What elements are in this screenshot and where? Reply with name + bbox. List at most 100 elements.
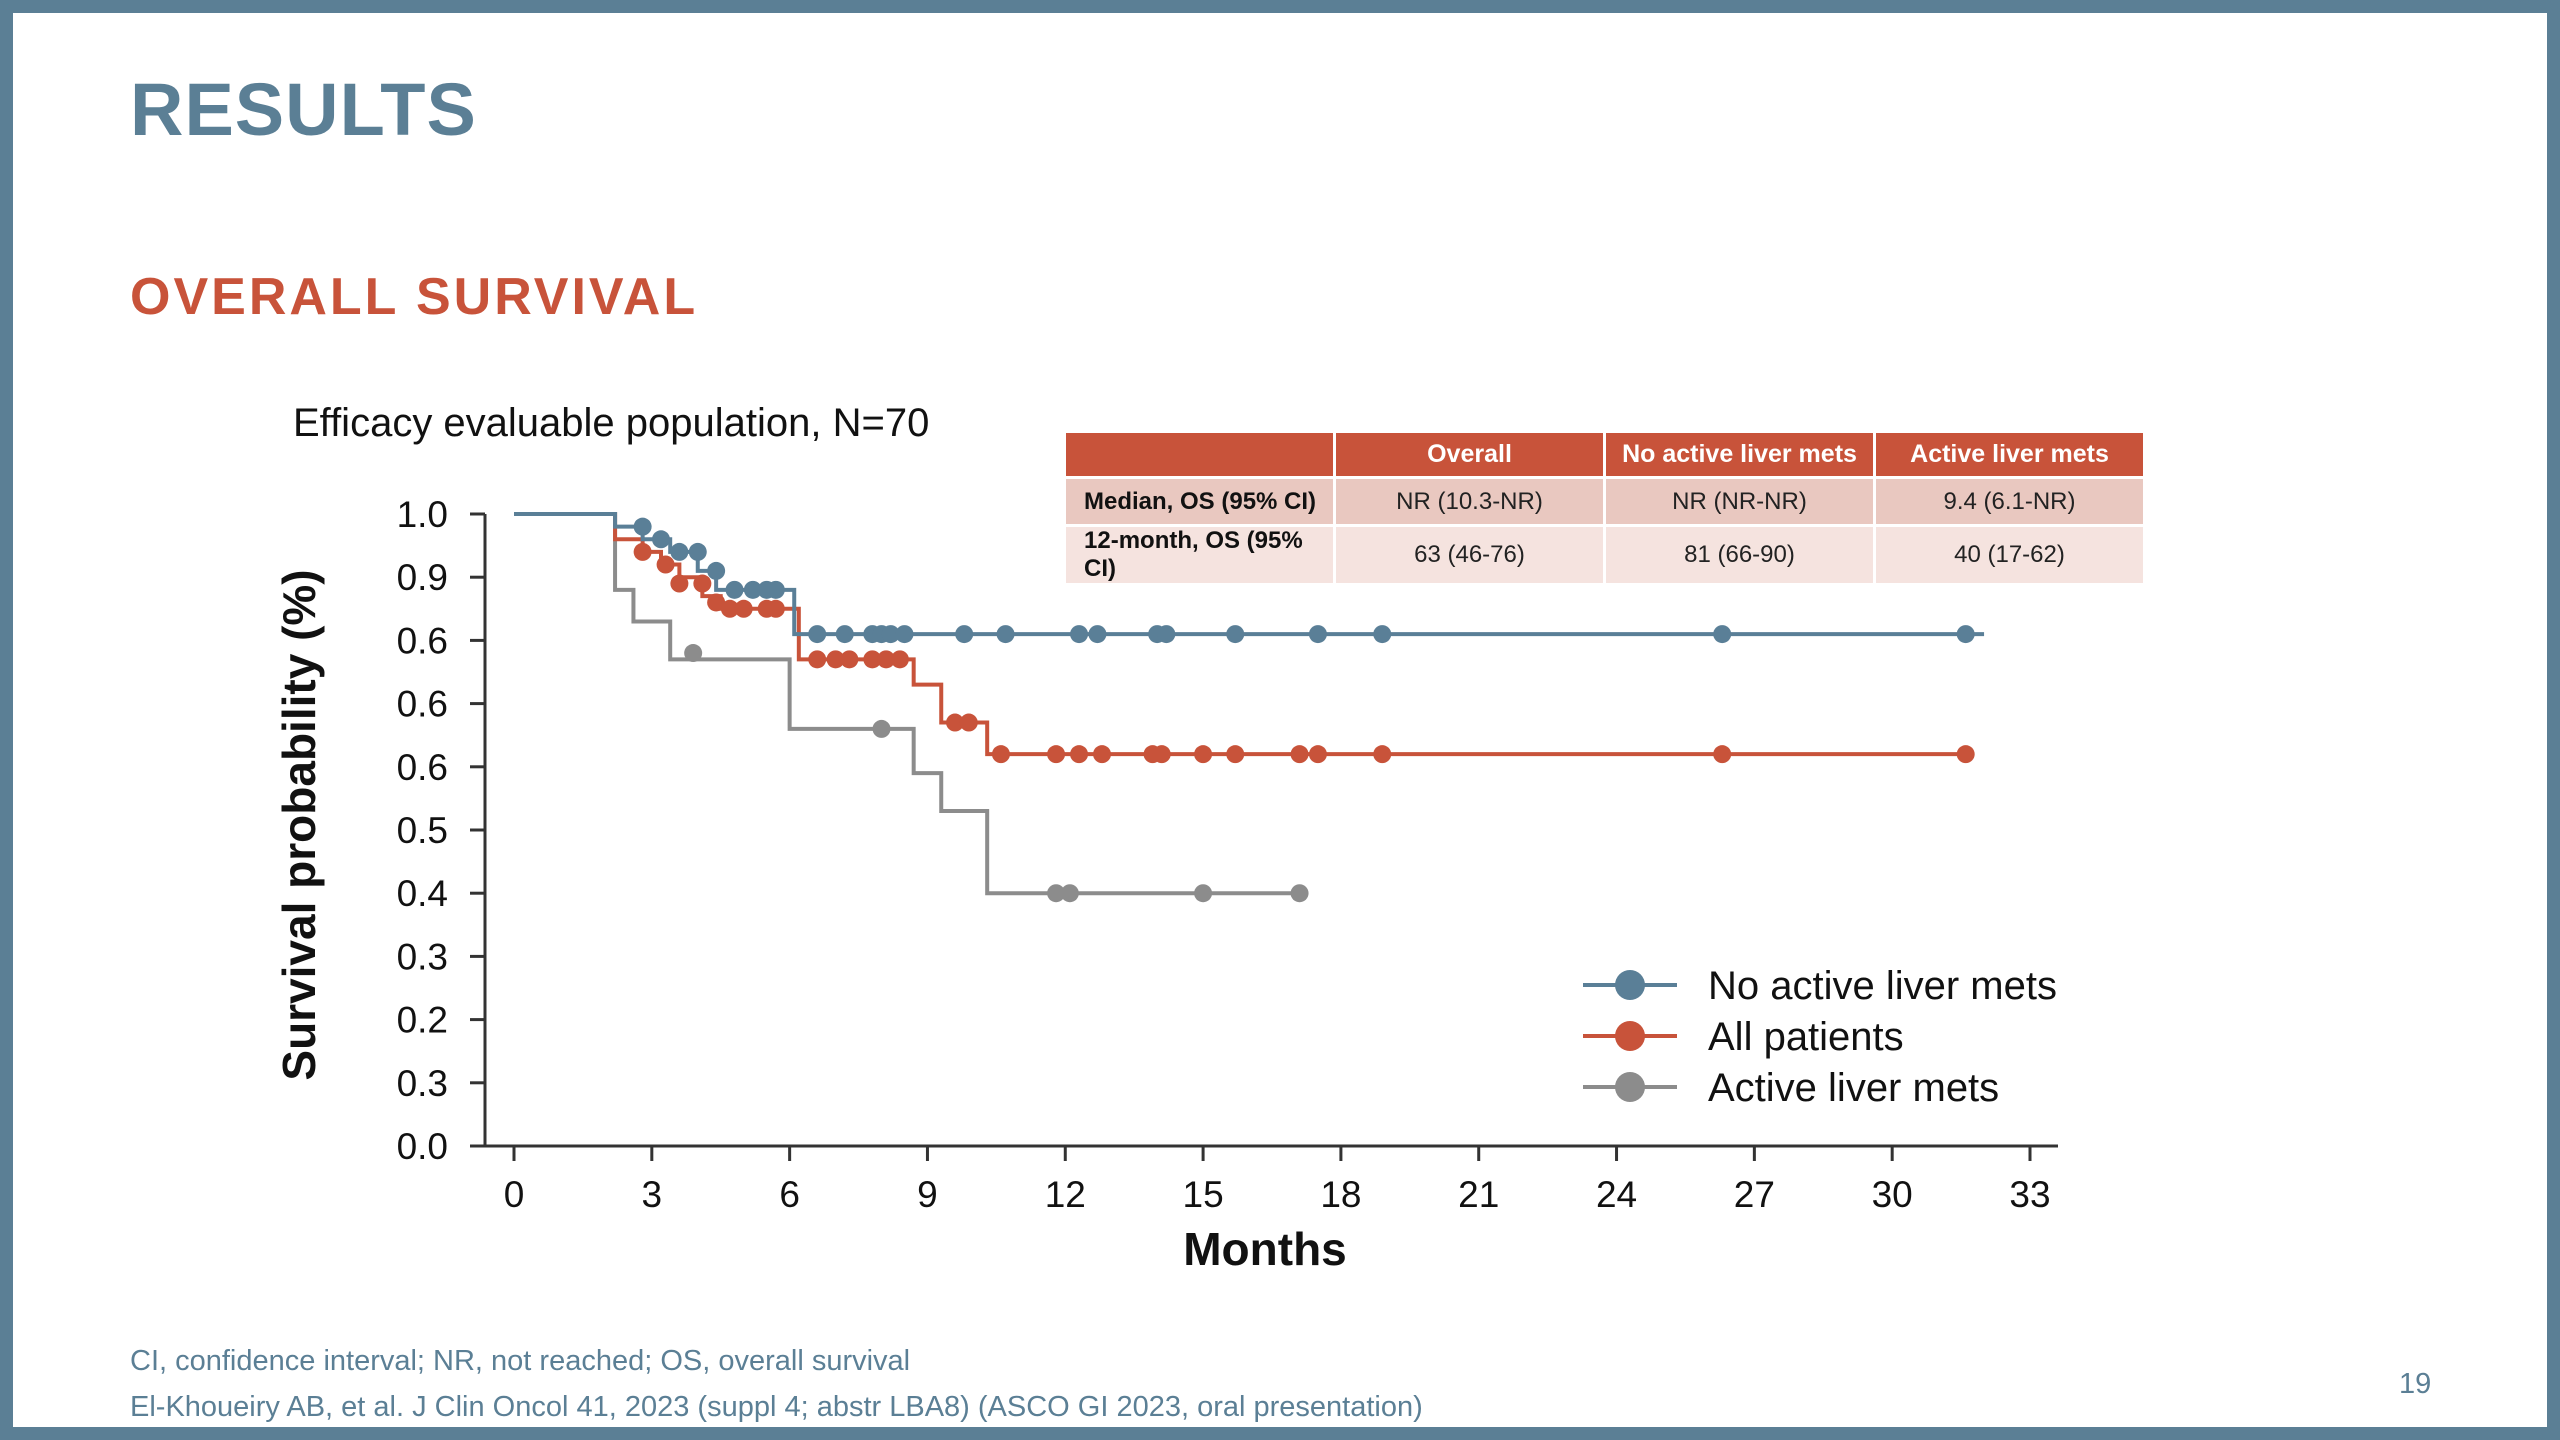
footnote-citation: El-Khoueiry AB, et al. J Clin Oncol 41, … xyxy=(130,1391,1423,1423)
censor-marker xyxy=(1047,884,1066,903)
y-tick-label: 0.0 xyxy=(397,1126,448,1167)
censor-marker xyxy=(808,650,827,669)
censor-marker xyxy=(1088,625,1107,644)
x-tick-label: 6 xyxy=(779,1174,800,1215)
censor-marker xyxy=(959,713,978,732)
x-tick-label: 0 xyxy=(504,1174,525,1215)
censor-marker xyxy=(826,650,845,669)
censor-marker xyxy=(766,599,785,618)
censor-marker xyxy=(872,719,891,738)
table-cell: 40 (17-62) xyxy=(1874,524,2146,583)
censor-marker xyxy=(991,745,1010,764)
censor-marker xyxy=(670,574,689,593)
table-header-cell xyxy=(1066,433,1336,478)
censor-marker xyxy=(707,561,726,580)
censor-marker xyxy=(633,517,652,536)
censor-marker xyxy=(656,555,675,574)
censor-marker xyxy=(1070,625,1089,644)
censor-marker xyxy=(725,580,744,599)
censor-marker xyxy=(1093,745,1112,764)
x-axis-label: Months xyxy=(1183,1223,1347,1275)
censor-marker xyxy=(881,625,900,644)
censor-marker xyxy=(684,644,703,663)
censor-marker xyxy=(1956,745,1975,764)
x-tick-label: 21 xyxy=(1458,1174,1499,1215)
censor-marker xyxy=(1060,884,1079,903)
section-subtitle: OVERALL SURVIVAL xyxy=(130,268,699,326)
censor-marker xyxy=(840,650,859,669)
x-tick-label: 9 xyxy=(917,1174,938,1215)
censor-marker xyxy=(688,542,707,561)
censor-marker xyxy=(633,542,652,561)
legend-marker xyxy=(1615,1021,1645,1051)
censor-marker xyxy=(734,599,753,618)
table-header-cell: Overall xyxy=(1334,433,1606,478)
censor-marker xyxy=(1956,625,1975,644)
table-row-label: 12-month, OS (95% CI) xyxy=(1066,524,1336,583)
slide-title: RESULTS xyxy=(130,68,477,151)
table-row: Median, OS (95% CI) NR (10.3-NR) NR (NR-… xyxy=(1066,476,2146,526)
y-axis-label: Survival probability (%) xyxy=(273,569,325,1080)
censor-marker xyxy=(808,625,827,644)
x-tick-label: 12 xyxy=(1045,1174,1086,1215)
x-tick-label: 27 xyxy=(1734,1174,1775,1215)
censor-marker xyxy=(946,713,965,732)
page-number: 19 xyxy=(2399,1368,2432,1400)
slide: RESULTS OVERALL SURVIVAL Efficacy evalua… xyxy=(13,13,2547,1427)
x-tick-label: 3 xyxy=(642,1174,663,1215)
x-tick-label: 24 xyxy=(1596,1174,1637,1215)
x-tick-label: 15 xyxy=(1183,1174,1224,1215)
censor-marker xyxy=(743,580,762,599)
table-cell: 81 (66-90) xyxy=(1604,524,1876,583)
os-summary-table: Overall No active liver mets Active live… xyxy=(1066,433,2146,583)
table-row-label: Median, OS (95% CI) xyxy=(1066,476,1336,526)
censor-marker xyxy=(1713,745,1732,764)
y-tick-label: 0.2 xyxy=(397,1000,448,1041)
footnote-abbreviations: CI, confidence interval; NR, not reached… xyxy=(130,1345,911,1377)
censor-marker xyxy=(1373,745,1392,764)
censor-marker xyxy=(955,625,974,644)
censor-marker xyxy=(720,599,739,618)
censor-marker xyxy=(766,580,785,599)
censor-marker xyxy=(1226,745,1245,764)
x-tick-label: 18 xyxy=(1320,1174,1361,1215)
censor-marker xyxy=(707,593,726,612)
censor-marker xyxy=(877,650,896,669)
censor-marker xyxy=(1308,745,1327,764)
censor-marker xyxy=(1713,625,1732,644)
y-tick-label: 0.9 xyxy=(397,557,448,598)
censor-marker xyxy=(1152,745,1171,764)
table-cell: NR (NR-NR) xyxy=(1604,476,1876,526)
censor-marker xyxy=(890,650,909,669)
legend-label: All patients xyxy=(1708,1015,1904,1059)
series-line xyxy=(514,512,1300,896)
censor-marker xyxy=(1290,745,1309,764)
legend-label: No active liver mets xyxy=(1708,964,2057,1008)
y-tick-label: 0.6 xyxy=(397,620,448,661)
censor-marker xyxy=(996,625,1015,644)
y-tick-label: 0.5 xyxy=(397,810,448,851)
censor-marker xyxy=(835,625,854,644)
y-tick-label: 0.3 xyxy=(397,1063,448,1104)
censor-marker xyxy=(863,650,882,669)
censor-marker xyxy=(1290,884,1309,903)
censor-marker xyxy=(652,530,671,549)
censor-marker xyxy=(895,625,914,644)
y-tick-label: 0.4 xyxy=(397,873,448,914)
y-tick-label: 0.6 xyxy=(397,747,448,788)
y-tick-label: 0.3 xyxy=(397,936,448,977)
censor-marker xyxy=(1157,625,1176,644)
x-tick-label: 30 xyxy=(1872,1174,1913,1215)
censor-marker xyxy=(1047,745,1066,764)
x-tick-label: 33 xyxy=(2009,1174,2050,1215)
population-label: Efficacy evaluable population, N=70 xyxy=(293,401,930,445)
legend-label: Active liver mets xyxy=(1708,1066,1999,1110)
censor-marker xyxy=(1070,745,1089,764)
table-cell: 9.4 (6.1-NR) xyxy=(1874,476,2146,526)
censor-marker xyxy=(670,542,689,561)
table-header-row: Overall No active liver mets Active live… xyxy=(1066,433,2146,478)
table-header-cell: Active liver mets xyxy=(1874,433,2146,478)
legend-marker xyxy=(1615,1072,1645,1102)
table-cell: 63 (46-76) xyxy=(1334,524,1606,583)
table-row: 12-month, OS (95% CI) 63 (46-76) 81 (66-… xyxy=(1066,524,2146,583)
